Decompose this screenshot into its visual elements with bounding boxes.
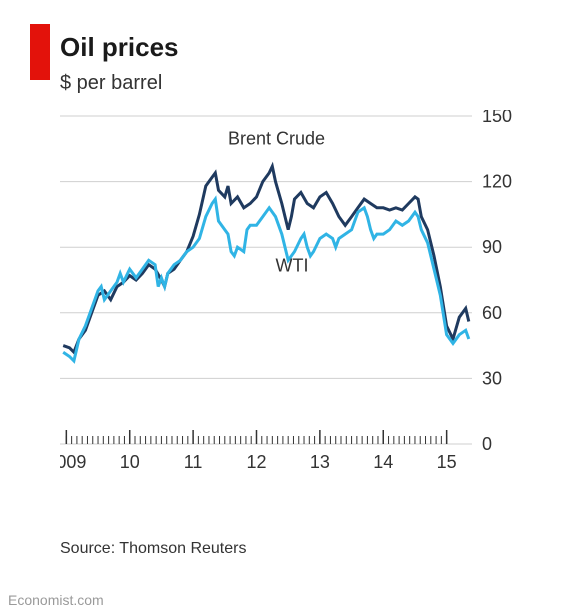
y-tick-label: 0 xyxy=(482,434,492,454)
series-label: Brent Crude xyxy=(228,128,325,148)
chart-title: Oil prices xyxy=(60,32,179,63)
x-tick-label: 10 xyxy=(120,452,140,472)
chart-source: Source: Thomson Reuters xyxy=(60,540,246,558)
x-tick-label: 13 xyxy=(310,452,330,472)
x-tick-label: 2009 xyxy=(60,452,86,472)
x-tick-label: 12 xyxy=(246,452,266,472)
series-wti xyxy=(63,199,469,361)
site-credit: Economist.com xyxy=(8,592,104,608)
y-tick-label: 30 xyxy=(482,368,502,388)
chart-subtitle: $ per barrel xyxy=(60,72,162,95)
x-tick-label: 15 xyxy=(437,452,457,472)
accent-tab xyxy=(30,24,50,80)
y-tick-label: 120 xyxy=(482,172,512,192)
y-tick-label: 90 xyxy=(482,237,502,257)
y-tick-label: 150 xyxy=(482,110,512,126)
series-label: WTI xyxy=(276,255,309,275)
x-tick-label: 14 xyxy=(373,452,393,472)
series-brent-crude xyxy=(63,166,469,352)
y-tick-label: 60 xyxy=(482,303,502,323)
chart-area: 0 30 60 90 120 150 2009 10 11 12 13 14 15 Brent Crude… xyxy=(60,110,520,480)
x-tick-label: 11 xyxy=(184,452,203,472)
line-chart-svg: 0 30 60 90 120 150 2009 10 11 12 13 14 15 Brent Crude… xyxy=(60,110,520,480)
